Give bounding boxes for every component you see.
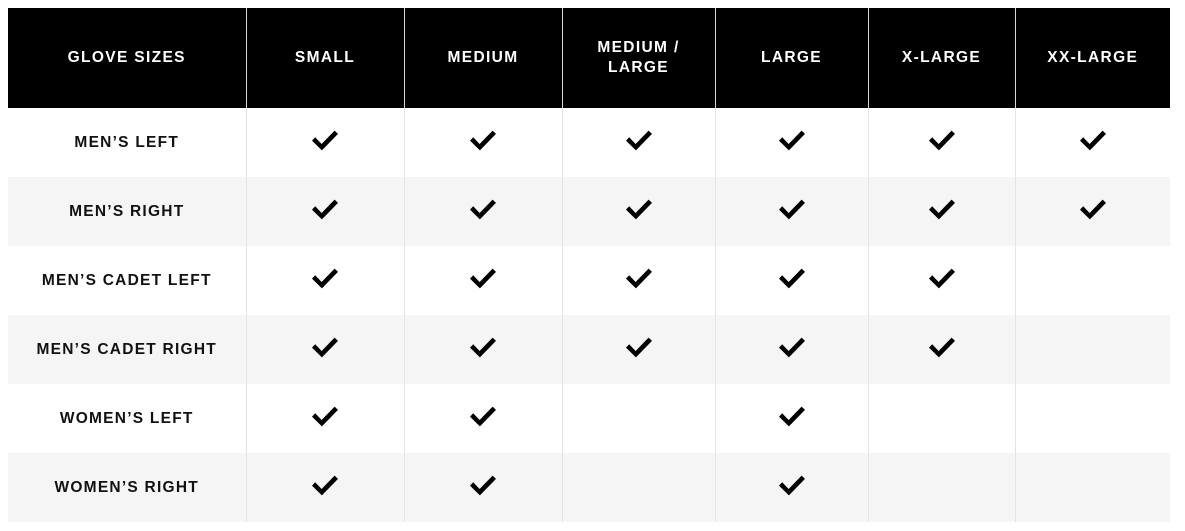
row-label-mens-cadet-left: MEN’S CADET LEFT [8, 246, 247, 315]
table-header-row: GLOVE SIZES SMALL MEDIUM MEDIUM / LARGE … [8, 8, 1170, 108]
column-header-glove-sizes: GLOVE SIZES [8, 8, 247, 108]
cell-womens-right-small [245, 453, 405, 522]
cell-mens-cadet-right-large [714, 315, 869, 384]
check-icon [624, 196, 654, 222]
cell-mens-right-medium [403, 177, 563, 246]
cell-womens-left-large [714, 384, 869, 453]
cell-empty [1078, 403, 1108, 429]
cell-womens-left-medium [403, 384, 563, 453]
check-icon [310, 472, 340, 498]
check-icon [624, 127, 654, 153]
row-label-womens-left: WOMEN’S LEFT [8, 384, 247, 453]
column-header-small: SMALL [245, 8, 405, 108]
check-icon [310, 265, 340, 291]
cell-empty [1078, 472, 1108, 498]
cell-empty [1078, 334, 1108, 360]
check-icon [1078, 127, 1108, 153]
row-label-mens-cadet-right: MEN’S CADET RIGHT [8, 315, 247, 384]
check-icon [777, 265, 807, 291]
check-icon [468, 127, 498, 153]
check-icon [468, 403, 498, 429]
check-icon [1078, 196, 1108, 222]
check-icon [777, 334, 807, 360]
cell-womens-right-x-large [867, 453, 1016, 522]
glove-sizes-table: GLOVE SIZES SMALL MEDIUM MEDIUM / LARGE … [8, 8, 1170, 522]
cell-womens-right-medium [403, 453, 563, 522]
cell-mens-cadet-left-medium [403, 246, 563, 315]
cell-mens-left-large [714, 108, 869, 177]
cell-empty [624, 403, 654, 429]
cell-mens-cadet-left-small [245, 246, 405, 315]
check-icon [777, 403, 807, 429]
cell-mens-cadet-left-medium-large [561, 246, 716, 315]
cell-empty [1078, 265, 1108, 291]
cell-womens-left-medium-large [561, 384, 716, 453]
cell-mens-left-small [245, 108, 405, 177]
check-icon [624, 334, 654, 360]
check-icon [468, 472, 498, 498]
cell-mens-left-xx-large [1014, 108, 1170, 177]
cell-womens-right-medium-large [561, 453, 716, 522]
cell-mens-cadet-right-xx-large [1014, 315, 1170, 384]
cell-mens-cadet-right-x-large [867, 315, 1016, 384]
cell-mens-right-medium-large [561, 177, 716, 246]
check-icon [468, 334, 498, 360]
check-icon [777, 127, 807, 153]
cell-mens-right-small [245, 177, 405, 246]
table-body: MEN’S LEFT MEN’S RIGHT MEN’S CADET LEFT MEN… [8, 108, 1170, 522]
cell-womens-right-xx-large [1014, 453, 1170, 522]
cell-mens-cadet-left-xx-large [1014, 246, 1170, 315]
cell-mens-cadet-right-small [245, 315, 405, 384]
check-icon [927, 196, 957, 222]
column-header-xx-large: XX-LARGE [1014, 8, 1170, 108]
column-header-large: LARGE [714, 8, 869, 108]
cell-mens-right-x-large [867, 177, 1016, 246]
check-icon [927, 334, 957, 360]
row-label-mens-right: MEN’S RIGHT [8, 177, 247, 246]
cell-mens-cadet-right-medium-large [561, 315, 716, 384]
column-header-x-large: X-LARGE [867, 8, 1016, 108]
check-icon [310, 127, 340, 153]
table-row: MEN’S CADET RIGHT [8, 315, 1170, 384]
column-header-medium: MEDIUM [403, 8, 563, 108]
check-icon [310, 403, 340, 429]
cell-womens-right-large [714, 453, 869, 522]
row-label-mens-left: MEN’S LEFT [8, 108, 247, 177]
cell-womens-left-x-large [867, 384, 1016, 453]
check-icon [777, 472, 807, 498]
check-icon [310, 334, 340, 360]
cell-womens-left-xx-large [1014, 384, 1170, 453]
check-icon [624, 265, 654, 291]
cell-mens-right-large [714, 177, 869, 246]
check-icon [468, 196, 498, 222]
table-row: WOMEN’S LEFT [8, 384, 1170, 453]
cell-mens-left-x-large [867, 108, 1016, 177]
check-icon [927, 127, 957, 153]
table-row: MEN’S CADET LEFT [8, 246, 1170, 315]
cell-mens-left-medium [403, 108, 563, 177]
column-header-medium-large: MEDIUM / LARGE [561, 8, 716, 108]
cell-mens-cadet-left-large [714, 246, 869, 315]
table-row: MEN’S RIGHT [8, 177, 1170, 246]
table-row: WOMEN’S RIGHT [8, 453, 1170, 522]
cell-womens-left-small [245, 384, 405, 453]
cell-empty [624, 472, 654, 498]
check-icon [777, 196, 807, 222]
check-icon [927, 265, 957, 291]
cell-mens-cadet-left-x-large [867, 246, 1016, 315]
table-header: GLOVE SIZES SMALL MEDIUM MEDIUM / LARGE … [8, 8, 1170, 108]
cell-mens-cadet-right-medium [403, 315, 563, 384]
check-icon [310, 196, 340, 222]
cell-empty [927, 472, 957, 498]
cell-mens-left-medium-large [561, 108, 716, 177]
table-row: MEN’S LEFT [8, 108, 1170, 177]
check-icon [468, 265, 498, 291]
row-label-womens-right: WOMEN’S RIGHT [8, 453, 247, 522]
cell-empty [927, 403, 957, 429]
cell-mens-right-xx-large [1014, 177, 1170, 246]
